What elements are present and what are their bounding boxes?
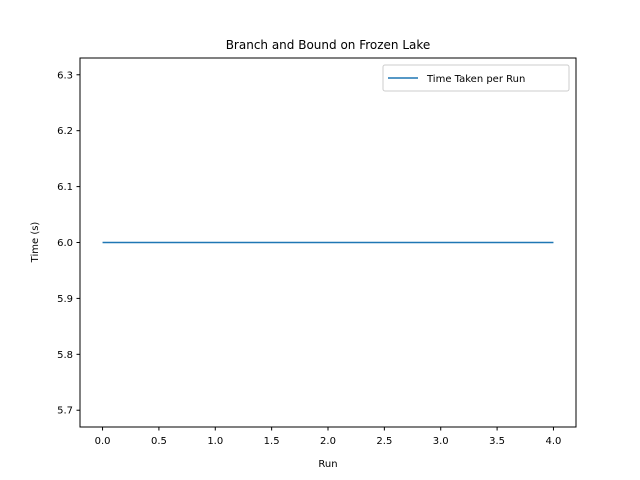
- y-tick-label: 6.2: [57, 126, 73, 137]
- x-tick-label: 2.0: [320, 436, 336, 447]
- x-tick-label: 0.5: [151, 436, 167, 447]
- y-tick-label: 6.0: [57, 238, 73, 249]
- x-axis-label: Run: [318, 459, 337, 470]
- x-axis-ticks: 0.0 0.5 1.0 1.5 2.0 2.5 3.0 3.5 4.0: [95, 427, 562, 447]
- x-tick-label: 4.0: [546, 436, 562, 447]
- x-tick-label: 3.0: [433, 436, 449, 447]
- y-axis-ticks: 5.7 5.8 5.9 6.0 6.1 6.2 6.3: [57, 70, 80, 417]
- x-tick-label: 3.5: [489, 436, 505, 447]
- x-tick-label: 1.5: [264, 436, 280, 447]
- x-tick-label: 1.0: [207, 436, 223, 447]
- legend-label: Time Taken per Run: [426, 74, 525, 85]
- x-tick-label: 2.5: [376, 436, 392, 447]
- x-tick-label: 0.0: [95, 436, 111, 447]
- y-tick-label: 5.8: [57, 350, 73, 361]
- y-tick-label: 6.3: [57, 70, 73, 81]
- y-tick-label: 5.9: [57, 294, 73, 305]
- legend: Time Taken per Run: [382, 64, 570, 92]
- plot-area-frame: [79, 57, 577, 428]
- y-tick-label: 6.1: [57, 182, 73, 193]
- chart-title: Branch and Bound on Frozen Lake: [226, 38, 431, 52]
- y-tick-label: 5.7: [57, 406, 73, 417]
- legend-box: [382, 64, 570, 92]
- y-axis-label: Time (s): [30, 222, 41, 264]
